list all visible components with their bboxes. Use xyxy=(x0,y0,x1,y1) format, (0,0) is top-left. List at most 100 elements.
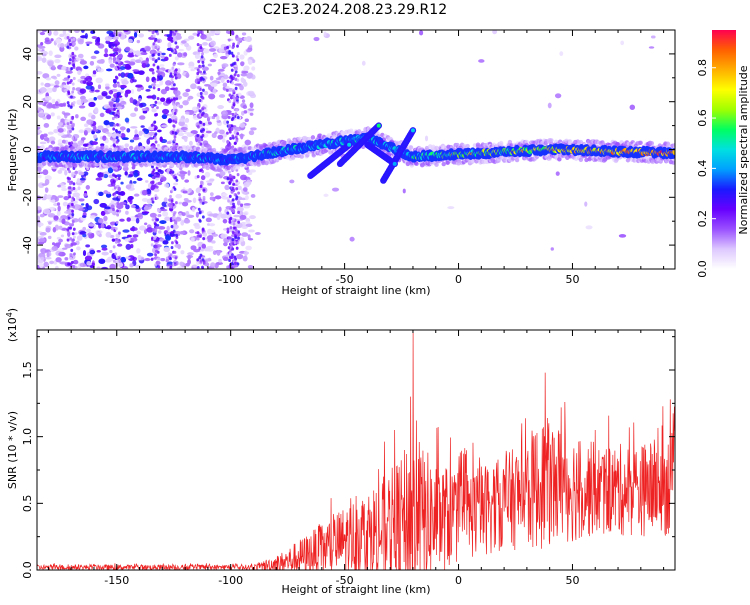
spectrogram-cell xyxy=(113,31,116,35)
spectrogram-cell xyxy=(136,177,143,181)
spectrogram-cell xyxy=(101,266,108,269)
spectrogram-cell xyxy=(99,58,105,64)
spectrogram-cell xyxy=(177,266,184,269)
spectrogram-cell xyxy=(103,53,109,58)
spectrogram-cell xyxy=(46,87,54,94)
spectrogram-cell xyxy=(69,42,72,47)
spectrogram-cell xyxy=(197,59,201,64)
spectrogram-cell xyxy=(151,228,155,232)
spectrogram-cell xyxy=(244,118,249,122)
spectrogram-cell xyxy=(231,238,235,242)
spectrogram-cell xyxy=(154,245,158,249)
spectrogram-cell xyxy=(69,263,73,267)
spectrogram-cell xyxy=(51,65,56,69)
spectrogram-cell xyxy=(201,77,205,81)
spectrogram-cell xyxy=(218,129,225,135)
spectrogram-cell xyxy=(200,55,204,59)
spectrogram-cell xyxy=(74,30,80,34)
spectrogram-cell xyxy=(101,90,108,97)
spectrogram-cell xyxy=(71,222,75,227)
spectrogram-cell xyxy=(214,30,221,34)
spectrogram-cell xyxy=(434,162,439,167)
spectrogram-cell xyxy=(112,127,116,131)
spectrogram-cell xyxy=(119,84,127,89)
spectrogram-cell xyxy=(228,181,232,185)
spectrogram-cell xyxy=(162,108,170,115)
spectrogram-cell xyxy=(180,126,188,131)
spectrogram-cell xyxy=(152,86,156,90)
spectrogram-cell xyxy=(112,245,116,249)
spectrogram-cell xyxy=(73,163,78,168)
spectrogram-cell xyxy=(79,262,87,268)
spectrogram-cell xyxy=(86,228,91,233)
spectrogram-cell xyxy=(219,171,226,177)
spectrogram-cell xyxy=(112,43,116,47)
spectrogram-cell xyxy=(54,54,62,59)
spectrogram-cell xyxy=(224,184,230,191)
spectrogram-cell xyxy=(111,116,115,121)
spectrogram-cell xyxy=(121,137,129,140)
spectrogram-cell xyxy=(185,199,192,203)
spectrogram-cell xyxy=(217,71,221,75)
spectrogram-cell xyxy=(61,139,66,144)
spectrogram-cell xyxy=(199,57,206,62)
spectrogram-cell xyxy=(66,81,70,85)
spectrogram-cell xyxy=(93,125,97,132)
spectrogram-cell xyxy=(112,53,116,58)
spectrogram-cell xyxy=(203,70,206,74)
spectrogram-cell xyxy=(105,95,112,99)
spectrogram-cell xyxy=(105,193,112,198)
spectrogram-cell xyxy=(151,218,155,222)
spectrogram-cell xyxy=(119,218,125,222)
spectrogram-cell xyxy=(226,139,230,144)
spectrogram-cell xyxy=(152,168,156,172)
spectrogram-cell xyxy=(60,234,65,238)
spectrogram-cell xyxy=(115,76,119,80)
spectrogram-cell xyxy=(115,51,119,55)
spectrogram-cell xyxy=(507,139,513,145)
spectrogram-cell xyxy=(120,256,127,263)
spectrogram-cell xyxy=(234,67,237,71)
spectrogram-cell xyxy=(150,104,154,108)
spectrogram-cell xyxy=(174,30,178,33)
spectrogram-cell xyxy=(201,52,204,56)
spectrogram-cell xyxy=(63,196,70,201)
spectrogram-cell xyxy=(121,80,129,85)
spectrogram-cell xyxy=(74,170,78,175)
spectrogram-cell xyxy=(132,227,138,231)
spectrogram-cell xyxy=(233,73,237,77)
spectrogram-cell xyxy=(197,30,201,34)
spectrogram-cell xyxy=(52,242,56,246)
spectrogram-cell xyxy=(114,43,118,47)
spectrogram-cell xyxy=(155,30,158,33)
spectrogram-cell xyxy=(249,112,254,116)
spectrogram-cell xyxy=(171,102,175,106)
spectrogram-cell xyxy=(163,197,168,203)
spectrogram-cell xyxy=(223,242,228,247)
spectrogram-cell xyxy=(174,108,178,113)
spectrogram-cell xyxy=(210,82,218,87)
spectrogram-cell xyxy=(151,165,154,169)
spectrogram-cell xyxy=(231,112,235,117)
spectrogram-cell xyxy=(200,138,204,142)
spectrogram-cell xyxy=(120,100,127,105)
spectrogram-cell xyxy=(153,127,157,131)
spectrogram-cell xyxy=(47,213,56,218)
spectrogram-cell xyxy=(462,143,467,149)
spectrogram-cell xyxy=(43,193,48,200)
spectrogram-cell xyxy=(172,97,176,101)
spectrogram-cell xyxy=(85,75,93,82)
spectrogram-cell xyxy=(148,68,155,72)
spectrogram-cell xyxy=(246,72,253,79)
spectrogram-cell xyxy=(77,53,84,59)
spectrogram-cell xyxy=(555,171,560,176)
spectrogram-cell xyxy=(116,59,119,63)
spectrogram-cell xyxy=(77,140,84,146)
spectrogram-cell xyxy=(170,39,174,43)
spectrogram-cell xyxy=(239,85,244,91)
spectrogram-cell xyxy=(103,190,109,195)
spectrogram-cell xyxy=(55,257,62,263)
spectrogram-cell xyxy=(43,122,50,128)
spectrogram-cell xyxy=(129,139,135,143)
spectrogram-cell xyxy=(122,166,129,172)
